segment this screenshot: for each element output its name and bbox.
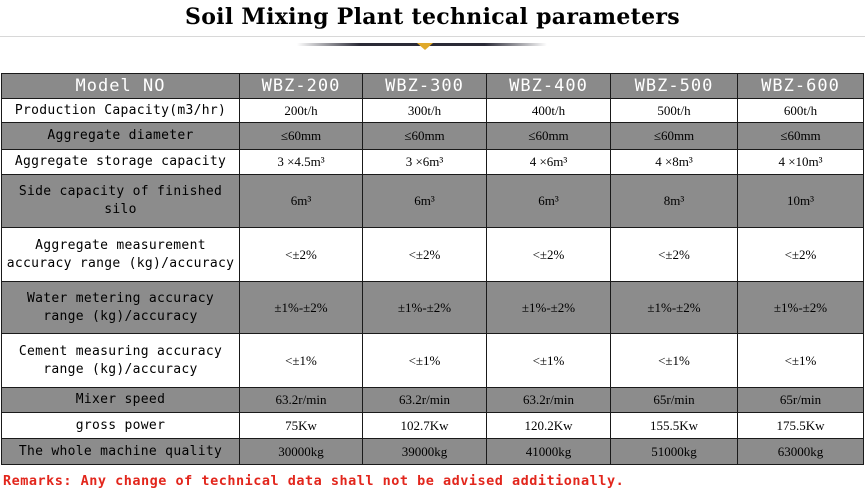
table-cell: 120.2Kw [486,412,611,439]
table-cell: 8m³ [610,174,738,228]
table-cell: 10m³ [737,174,864,228]
table-cell: ±1%-±2% [737,281,864,334]
table-row: Cement measuring accuracy range (kg)/acc… [1,333,864,388]
table-row: Production Capacity(m3/hr) 200t/h 300t/h… [1,98,864,123]
table-row: Aggregate storage capacity 3 ×4.5m³ 3 ×6… [1,149,864,175]
table-cell: <±2% [239,227,363,282]
table-cell: 6m³ [362,174,487,228]
table-cell: 39000kg [362,438,487,465]
row-label: Aggregate diameter [1,122,240,150]
table-cell: 600t/h [737,98,864,123]
table-cell: 3 ×6m³ [362,149,487,175]
table-cell: 65r/min [610,387,738,413]
remarks-note: Remarks: Any change of technical data sh… [3,473,625,489]
row-label: Cement measuring accuracy range (kg)/acc… [1,333,240,388]
table-cell: <±1% [239,333,363,388]
header-wbz-600: WBZ-600 [737,73,864,99]
table-row: Side capacity of finished silo 6m³ 6m³ 6… [1,174,864,228]
table-cell: <±1% [362,333,487,388]
table-cell: 63.2r/min [239,387,363,413]
table-cell: ±1%-±2% [610,281,738,334]
row-label: The whole machine quality [1,438,240,465]
table-cell: 4 ×6m³ [486,149,611,175]
table-cell: 6m³ [486,174,611,228]
table-cell: ≤60mm [486,122,611,150]
header-wbz-200: WBZ-200 [239,73,363,99]
table-cell: 4 ×10m³ [737,149,864,175]
title-divider-line [0,36,865,37]
table-row: The whole machine quality 30000kg 39000k… [1,438,864,465]
row-label: Water metering accuracy range (kg)/accur… [1,281,240,334]
row-label: Production Capacity(m3/hr) [1,98,240,123]
header-wbz-300: WBZ-300 [362,73,487,99]
table-cell: <±2% [486,227,611,282]
table-cell: <±1% [610,333,738,388]
header-wbz-400: WBZ-400 [486,73,611,99]
table-cell: 102.7Kw [362,412,487,439]
table-cell: 175.5Kw [737,412,864,439]
header-model-no: Model NO [1,73,240,99]
table-cell: <±1% [737,333,864,388]
table-cell: ≤60mm [610,122,738,150]
table-cell: ±1%-±2% [486,281,611,334]
row-label: Aggregate storage capacity [1,149,240,175]
table-cell: <±2% [737,227,864,282]
table-cell: 4 ×8m³ [610,149,738,175]
row-label: Mixer speed [1,387,240,413]
table-cell: 63.2r/min [362,387,487,413]
table-cell: ≤60mm [362,122,487,150]
table-cell: ≤60mm [239,122,363,150]
parameters-table: Model NO WBZ-200 WBZ-300 WBZ-400 WBZ-500… [1,73,864,465]
table-cell: 30000kg [239,438,363,465]
table-row: Water metering accuracy range (kg)/accur… [1,281,864,334]
table-cell: 300t/h [362,98,487,123]
page-title: Soil Mixing Plant technical parameters [185,4,680,30]
table-cell: 63000kg [737,438,864,465]
table-row: gross power 75Kw 102.7Kw 120.2Kw 155.5Kw… [1,412,864,439]
table-cell: ≤60mm [737,122,864,150]
table-cell: 6m³ [239,174,363,228]
table-cell: 75Kw [239,412,363,439]
row-label: Side capacity of finished silo [1,174,240,228]
table-row: Aggregate measurement accuracy range (kg… [1,227,864,282]
table-header-row: Model NO WBZ-200 WBZ-300 WBZ-400 WBZ-500… [1,73,864,99]
table-cell: 155.5Kw [610,412,738,439]
header-wbz-500: WBZ-500 [610,73,738,99]
table-cell: 51000kg [610,438,738,465]
table-cell: 65r/min [737,387,864,413]
table-cell: 63.2r/min [486,387,611,413]
table-cell: 200t/h [239,98,363,123]
row-label: Aggregate measurement accuracy range (kg… [1,227,240,282]
table-cell: <±2% [610,227,738,282]
table-cell: 41000kg [486,438,611,465]
table-cell: 3 ×4.5m³ [239,149,363,175]
table-cell: 400t/h [486,98,611,123]
title-marker-icon [417,43,433,50]
table-row: Aggregate diameter ≤60mm ≤60mm ≤60mm ≤60… [1,122,864,150]
table-cell: ±1%-±2% [239,281,363,334]
table-row: Mixer speed 63.2r/min 63.2r/min 63.2r/mi… [1,387,864,413]
table-cell: <±1% [486,333,611,388]
row-label: gross power [1,412,240,439]
table-cell: 500t/h [610,98,738,123]
table-cell: ±1%-±2% [362,281,487,334]
table-cell: <±2% [362,227,487,282]
